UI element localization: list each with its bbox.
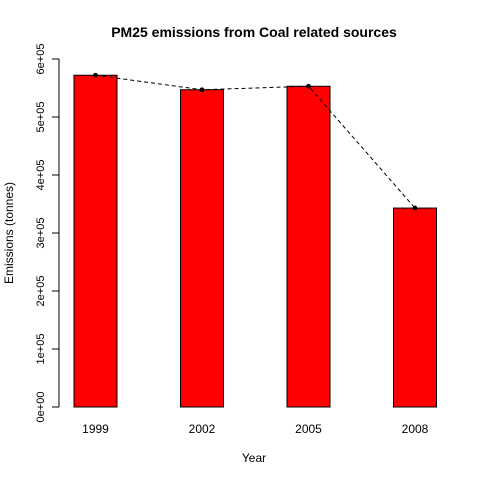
y-tick-label: 5e+05 [35,102,47,133]
trend-point-2002 [199,87,205,93]
bar-2002 [180,89,224,408]
x-tick-label: 1999 [82,422,109,436]
bars-group [73,74,437,408]
x-tick-label: 2002 [189,422,216,436]
bar-2008 [393,207,437,408]
y-axis-label: Emissions (tonnes) [2,182,16,284]
trend-line [95,74,416,209]
y-axis: 0e+00 1e+05 2e+05 3e+05 4e+05 5e+05 6e+05 [35,44,60,423]
x-axis-label: Year [242,451,266,465]
trend-point-2005 [306,83,311,89]
trend-line-group [93,72,418,211]
x-tick-label: 2005 [295,422,322,436]
y-tick-label: 4e+05 [35,160,47,191]
y-tick-label: 6e+05 [35,44,47,75]
y-tick-label: 0e+00 [35,392,47,423]
y-tick-label: 1e+05 [35,334,47,365]
chart-title: PM25 emissions from Coal related sources [111,24,397,40]
bar-1999 [73,74,118,408]
bar-2005 [286,85,331,408]
x-tick-labels: 1999 2002 2005 2008 [82,422,429,436]
trend-point-1999 [93,72,98,78]
x-tick-label: 2008 [402,422,429,436]
y-tick-label: 3e+05 [35,218,47,249]
y-tick-label: 2e+05 [35,276,47,307]
trend-point-2008 [412,205,418,211]
